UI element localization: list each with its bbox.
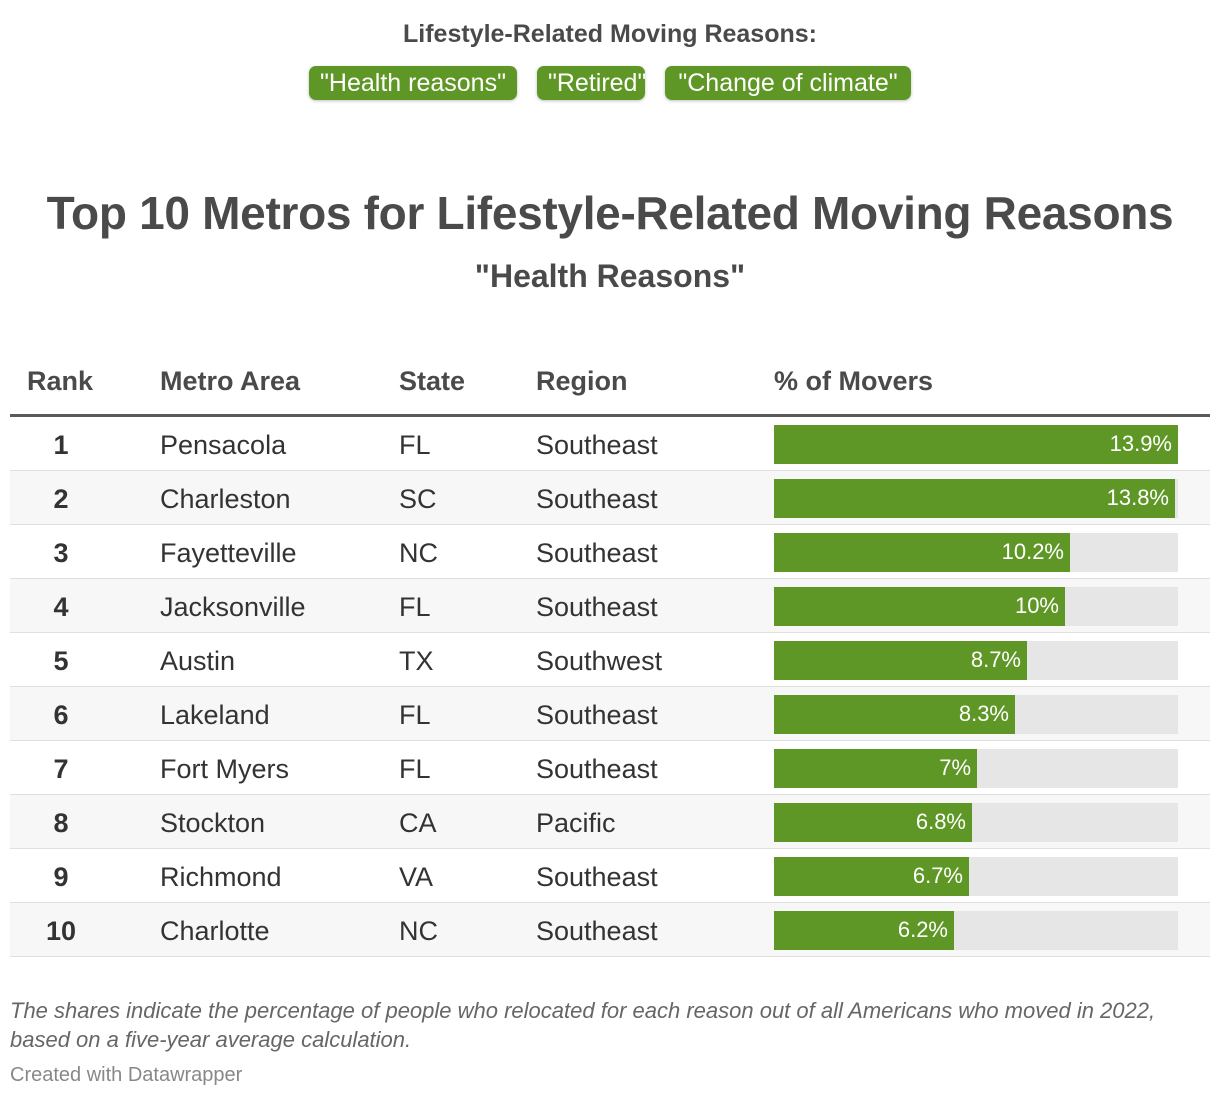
region-cell: Southeast [536,862,658,892]
region-cell: Southeast [536,538,658,568]
bar: 10% [774,587,1065,626]
table-row: 4 Jacksonville FL Southeast 10% [10,579,1210,633]
rank-cell: 4 [53,592,69,622]
bar-track: 8.7% [774,641,1178,680]
region-cell: Southeast [536,754,658,784]
table-body: 1 Pensacola FL Southeast 13.9% 2 Charleston SC S… [10,417,1210,957]
bar-value-label: 8.3% [958,701,1009,726]
filter-heading: Lifestyle-Related Moving Reasons: [403,20,817,48]
metro-cell: Lakeland [160,700,270,730]
bar: 10.2% [774,533,1070,572]
state-cell: NC [399,916,438,946]
state-cell: TX [399,646,434,676]
bar: 13.8% [774,479,1175,518]
metro-cell: Richmond [160,862,282,892]
table-row: 8 Stockton CA Pacific 6.8% [10,795,1210,849]
table-row: 5 Austin TX Southwest 8.7% [10,633,1210,687]
bar-value-label: 13.9% [1109,431,1172,456]
table-row: 9 Richmond VA Southeast 6.7% [10,849,1210,903]
column-header-rank[interactable]: Rank [27,366,94,396]
rank-cell: 1 [53,430,69,460]
region-cell: Southwest [536,646,663,676]
metro-cell: Fort Myers [160,754,290,784]
table-row: 2 Charleston SC Southeast 13.8% [10,471,1210,525]
bar: 7% [774,749,977,788]
rank-cell: 5 [53,646,69,676]
bar-value-label: 8.7% [970,647,1021,672]
bar-track: 13.9% [774,425,1178,464]
table-row: 10 Charlotte NC Southeast 6.2% [10,903,1210,957]
filter-option-retired[interactable]: "Retired" [537,66,646,100]
table-header: Rank Metro Area State Region % of Movers [10,356,1210,417]
chart-subtitle: "Health Reasons" [474,258,746,294]
column-header-state[interactable]: State [399,366,466,396]
state-cell: FL [399,430,431,460]
state-cell: NC [399,538,438,568]
region-cell: Southeast [536,484,658,514]
bar-value-label: 10.2% [1001,539,1064,564]
bar-track: 8.3% [774,695,1178,734]
bar-track: 13.8% [774,479,1178,518]
state-cell: VA [399,862,434,892]
state-cell: CA [399,808,437,838]
region-cell: Southeast [536,430,658,460]
rank-cell: 3 [53,538,69,568]
bar: 8.3% [774,695,1015,734]
metros-table: Rank Metro Area State Region % of Movers… [10,356,1210,957]
bar: 8.7% [774,641,1027,680]
metro-cell: Jacksonville [160,592,306,622]
bar: 6.8% [774,803,972,842]
filter-option-health-reasons[interactable]: "Health reasons" [309,66,517,100]
bar-value-label: 13.8% [1106,485,1169,510]
bar-value-label: 6.7% [912,863,963,888]
rank-cell: 6 [53,700,69,730]
bar: 6.7% [774,857,969,896]
bar-value-label: 6.8% [915,809,966,834]
rank-cell: 8 [53,808,69,838]
bar-track: 6.2% [774,911,1178,950]
bar-track: 6.8% [774,803,1178,842]
state-cell: FL [399,700,431,730]
bar-track: 10% [774,587,1178,626]
column-header-metro[interactable]: Metro Area [160,366,301,396]
bar-track: 7% [774,749,1178,788]
bar-value-label: 6.2% [897,917,948,942]
bar: 6.2% [774,911,954,950]
metro-cell: Pensacola [160,430,287,460]
table-row: 7 Fort Myers FL Southeast 7% [10,741,1210,795]
footnote: The shares indicate the percentage of pe… [10,998,1156,1052]
metro-cell: Charleston [160,484,291,514]
rank-cell: 7 [53,754,69,784]
rank-cell: 2 [53,484,69,514]
bar-value-label: 10% [1014,593,1059,618]
chart-title: Top 10 Metros for Lifestyle-Related Movi… [46,187,1174,239]
metro-cell: Fayetteville [160,538,297,568]
state-cell: FL [399,592,431,622]
bar-track: 6.7% [774,857,1178,896]
region-cell: Southeast [536,592,658,622]
filter-option-change-of-climate[interactable]: "Change of climate" [665,66,911,100]
state-cell: FL [399,754,431,784]
region-cell: Southeast [536,916,658,946]
metro-cell: Charlotte [160,916,270,946]
credit: Created with Datawrapper [10,1064,243,1086]
column-header-region[interactable]: Region [536,366,628,396]
state-cell: SC [399,484,437,514]
column-header-pct[interactable]: % of Movers [774,366,934,396]
region-cell: Pacific [536,808,616,838]
metro-cell: Austin [160,646,236,676]
rank-cell: 10 [45,916,77,946]
table-row: 3 Fayetteville NC Southeast 10.2% [10,525,1210,579]
region-cell: Southeast [536,700,658,730]
bar: 13.9% [774,425,1178,464]
table-row: 6 Lakeland FL Southeast 8.3% [10,687,1210,741]
bar-track: 10.2% [774,533,1178,572]
filter-options: "Health reasons" "Retired" "Change of cl… [0,66,1220,100]
table-row: 1 Pensacola FL Southeast 13.9% [10,417,1210,471]
rank-cell: 9 [53,862,69,892]
metro-cell: Stockton [160,808,266,838]
bar-value-label: 7% [939,755,971,780]
